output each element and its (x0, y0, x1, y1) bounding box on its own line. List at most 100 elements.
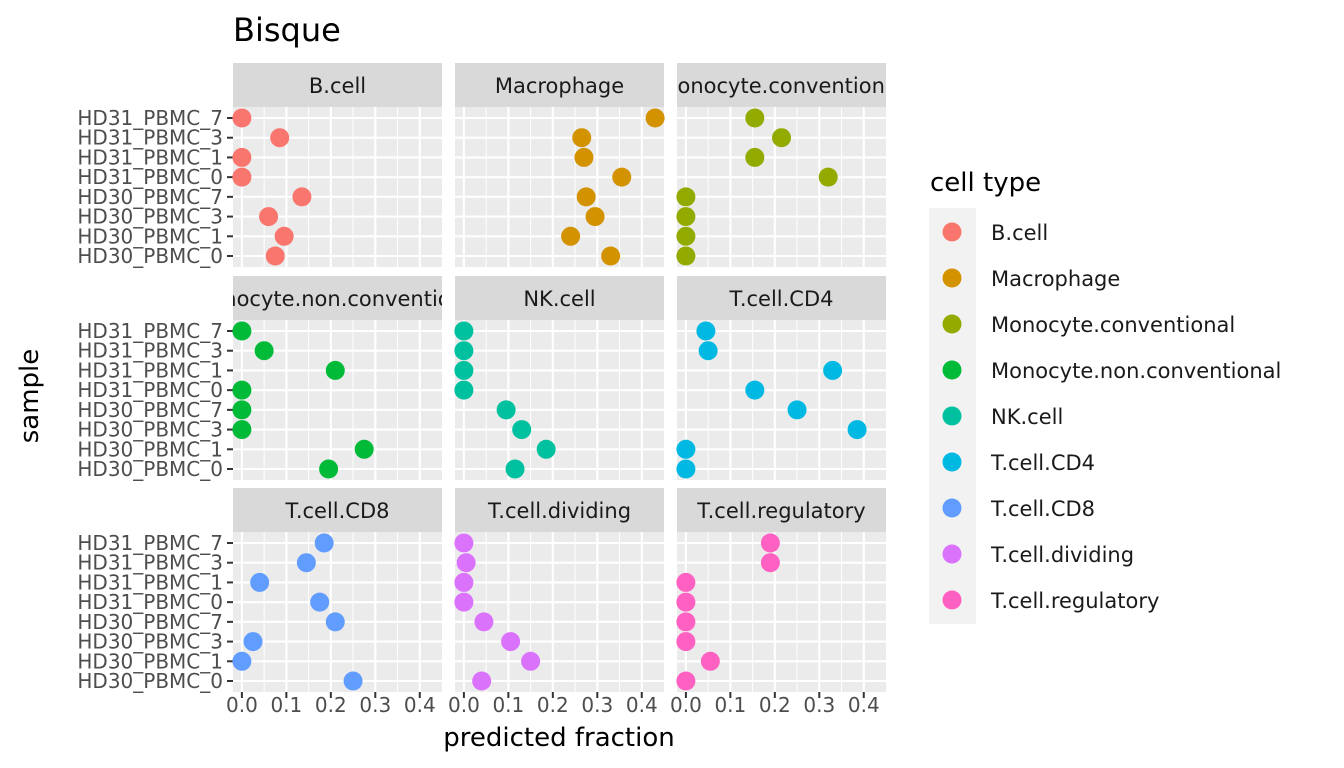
facet-panel-monocyte-conventional: Monocyte.conventional (676, 63, 886, 267)
y-tick-label: HD30_PBMC_1 (77, 437, 223, 461)
x-tick-label: 0.1 (270, 693, 302, 717)
y-tick-label: HD31_PBMC_1 (77, 358, 223, 382)
data-point (572, 128, 592, 148)
data-point (676, 187, 696, 207)
y-tick-label: HD30_PBMC_0 (77, 244, 223, 268)
legend-label: T.cell.CD8 (990, 497, 1095, 521)
data-point (232, 651, 252, 671)
data-point (250, 572, 270, 592)
legend-marker (942, 406, 962, 426)
y-tick-label: HD30_PBMC_7 (77, 185, 223, 209)
y-tick-label: HD31_PBMC_1 (77, 570, 223, 594)
legend-marker (942, 360, 962, 380)
data-point (676, 459, 696, 479)
data-point (696, 321, 716, 341)
data-point (274, 226, 294, 246)
strip-label: NK.cell (523, 287, 595, 311)
strip-background (233, 63, 442, 107)
data-point (601, 246, 621, 266)
y-tick-label: HD31_PBMC_1 (77, 145, 223, 169)
legend-label: NK.cell (991, 405, 1063, 429)
data-point (787, 400, 807, 420)
legend-marker (942, 268, 962, 288)
y-tick-label: HD31_PBMC_3 (77, 339, 223, 363)
data-point (676, 207, 696, 227)
legend-label: B.cell (991, 221, 1048, 245)
y-tick-label: HD31_PBMC_0 (77, 590, 223, 614)
data-point (354, 439, 374, 459)
legend-label: T.cell.dividing (990, 543, 1134, 567)
x-tick-label: 0.0 (448, 693, 480, 717)
x-tick-label: 0.2 (537, 693, 569, 717)
x-tick-label: 0.3 (581, 693, 613, 717)
panel-background (233, 532, 442, 692)
data-point (676, 612, 696, 632)
x-tick-label: 0.1 (714, 693, 746, 717)
legend: cell type B.cell Macrophage Monocyte.conve… (929, 168, 1281, 624)
y-tick-label: HD31_PBMC_0 (77, 378, 223, 402)
strip-background (677, 276, 886, 320)
y-tick-label: HD30_PBMC_1 (77, 649, 223, 673)
data-point (243, 632, 263, 652)
strip-background (677, 488, 886, 532)
data-point (505, 459, 525, 479)
data-point (259, 207, 279, 227)
y-tick-label: HD31_PBMC_7 (77, 106, 223, 130)
panel-background (455, 320, 664, 480)
data-point (232, 321, 252, 341)
data-point (454, 360, 474, 380)
strip-label: T.cell.dividing (487, 499, 631, 523)
data-point (454, 572, 474, 592)
strip-background (233, 488, 442, 532)
data-point (698, 341, 718, 361)
data-point (474, 612, 494, 632)
legend-marker (942, 590, 962, 610)
strip-background (233, 276, 442, 320)
strip-label: B.cell (309, 74, 366, 98)
data-point (232, 380, 252, 400)
data-point (676, 632, 696, 652)
data-point (745, 147, 765, 167)
data-point (574, 147, 594, 167)
data-point (576, 187, 596, 207)
facet-panel-b-cell: B.cellHD31_PBMC_7HD31_PBMC_3HD31_PBMC_1H… (77, 63, 442, 268)
data-point (745, 108, 765, 128)
facet-panel-t-cell-cd4: T.cell.CD4 (676, 276, 886, 480)
data-point (561, 226, 581, 246)
data-point (676, 439, 696, 459)
legend-marker (942, 452, 962, 472)
x-tick-label: 0.3 (359, 693, 391, 717)
facet-panel-monocyte-non-conventional: Monocyte.non.conventionalHD31_PBMC_7HD31… (77, 276, 482, 481)
data-point (314, 533, 334, 553)
y-tick-label: HD30_PBMC_1 (77, 224, 223, 248)
data-point (454, 533, 474, 553)
panel-background (455, 107, 664, 267)
strip-label: Monocyte.non.conventional (192, 287, 482, 311)
data-point (232, 167, 252, 187)
data-point (823, 360, 843, 380)
data-point (818, 167, 838, 187)
data-point (454, 592, 474, 612)
data-point (456, 553, 476, 573)
strip-background (455, 63, 664, 107)
data-point (772, 128, 791, 148)
y-tick-label: HD31_PBMC_3 (77, 126, 223, 150)
strip-label: T.cell.CD4 (728, 287, 833, 311)
data-point (454, 341, 474, 361)
strip-background (455, 276, 664, 320)
legend-marker (942, 222, 962, 242)
data-point (496, 400, 516, 420)
data-point (270, 128, 290, 148)
strip-background (455, 488, 664, 532)
facet-panel-t-cell-regulatory: T.cell.regulatory 0.0 0.1 0.2 0.3 0.4 (670, 488, 886, 717)
data-point (325, 612, 345, 632)
y-tick-label: HD31_PBMC_0 (77, 165, 223, 189)
data-point (265, 246, 285, 266)
data-point (847, 420, 867, 440)
y-tick-label: HD30_PBMC_3 (77, 205, 223, 229)
data-point (254, 341, 274, 361)
data-point (232, 400, 252, 420)
data-point (501, 632, 521, 652)
data-point (676, 226, 696, 246)
